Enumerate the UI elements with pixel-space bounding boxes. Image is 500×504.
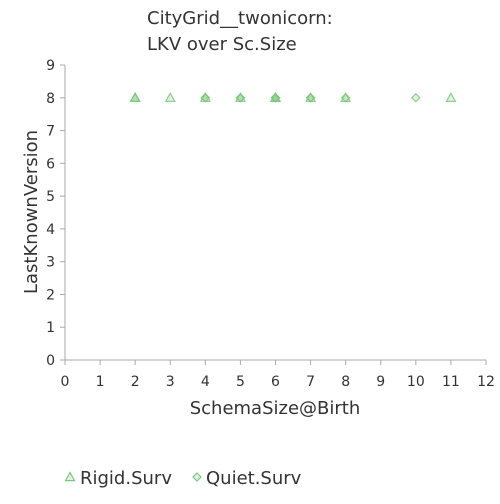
- chart-title-line-1: CityGrid__twonicorn:: [147, 8, 333, 29]
- x-tick-label: 12: [477, 374, 495, 390]
- diamond-legend-icon: [192, 472, 202, 482]
- x-axis-ticks: 0 1 2 3 4 5 6 7 8 9 10 11 12: [61, 360, 495, 390]
- rigid-surv-point: [445, 92, 457, 102]
- x-tick-label: 3: [166, 374, 175, 390]
- rigid-surv-point: [129, 92, 141, 102]
- x-tick-label: 4: [201, 374, 210, 390]
- x-tick-label: 10: [407, 374, 425, 390]
- y-tick-label: 2: [46, 287, 55, 303]
- x-tick-label: 0: [61, 374, 70, 390]
- x-tick-label: 8: [341, 374, 350, 390]
- x-axis-title: SchemaSize@Birth: [190, 398, 361, 419]
- y-tick-label: 0: [46, 353, 55, 369]
- chart-title-line-2: LKV over Sc.Size: [147, 34, 297, 55]
- x-tick-label: 9: [376, 374, 385, 390]
- rigid-surv-point: [164, 92, 176, 102]
- x-tick-label: 1: [96, 374, 105, 390]
- triangle-legend-icon: [64, 471, 76, 482]
- quiet-surv-point: [200, 92, 211, 103]
- y-tick-label: 9: [46, 58, 55, 74]
- quiet-surv-point: [305, 92, 316, 103]
- quiet-surv-point: [410, 92, 421, 103]
- quiet-surv-point: [235, 92, 246, 103]
- y-tick-label: 5: [46, 189, 55, 205]
- axes: [64, 65, 486, 361]
- legend: Rigid.Surv Quiet.Surv: [64, 468, 302, 489]
- y-tick-label: 1: [46, 320, 55, 336]
- x-tick-label: 7: [306, 374, 315, 390]
- x-tick-label: 11: [442, 374, 460, 390]
- x-tick-label: 6: [271, 374, 280, 390]
- y-axis-ticks: 0 1 2 3 4 5 6 7 8 9: [46, 58, 65, 369]
- y-axis-title: LastKnownVersion: [21, 130, 42, 294]
- x-tick-label: 2: [131, 374, 140, 390]
- y-tick-label: 6: [46, 156, 55, 172]
- y-tick-label: 4: [46, 222, 55, 238]
- legend-label-rigid-surv: Rigid.Surv: [80, 468, 172, 489]
- quiet-surv-point: [270, 92, 281, 103]
- y-tick-label: 7: [46, 124, 55, 140]
- quiet-surv-point: [340, 92, 351, 103]
- y-tick-label: 8: [46, 91, 55, 107]
- data-points: [129, 92, 457, 103]
- x-tick-label: 5: [236, 374, 245, 390]
- y-tick-label: 3: [46, 255, 55, 271]
- legend-label-quiet-surv: Quiet.Surv: [206, 468, 302, 489]
